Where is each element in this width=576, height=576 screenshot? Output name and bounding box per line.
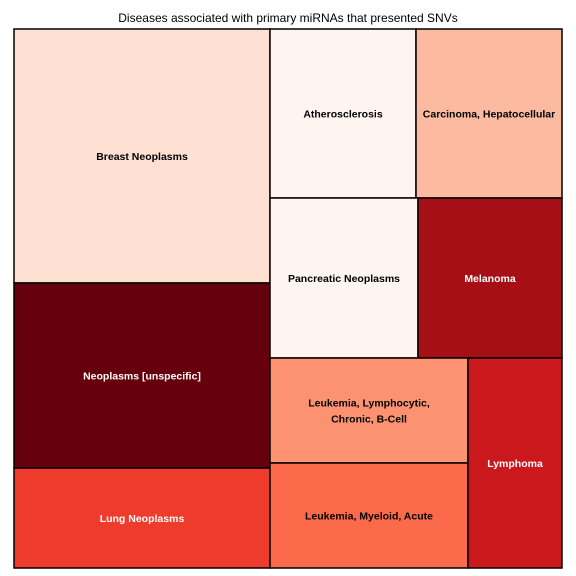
treemap-cell-leukemia-lymphocytic-chronic-b-cell: Leukemia, Lymphocytic, Chronic, B-Cell <box>270 358 468 463</box>
treemap-cell-breast-neoplasms: Breast Neoplasms <box>14 29 270 283</box>
treemap-cell-melanoma: Melanoma <box>418 198 562 358</box>
treemap-cell-carcinoma-hepatocellular: Carcinoma, Hepatocellular <box>416 29 562 198</box>
treemap-label: Leukemia, Myeloid, Acute <box>305 511 433 523</box>
treemap-label: Lymphoma <box>487 458 543 470</box>
treemap-cells: Breast Neoplasms Neoplasms [unspecific] Lu… <box>14 29 562 568</box>
treemap-label: Lung Neoplasms <box>100 513 185 525</box>
treemap-cell-lung-neoplasms: Lung Neoplasms <box>14 468 270 568</box>
treemap-label: Pancreatic Neoplasms <box>288 273 400 285</box>
treemap-cell-lymphoma: Lymphoma <box>468 358 562 568</box>
treemap-tile <box>270 358 468 463</box>
treemap-cell-neoplasms-unspecific: Neoplasms [unspecific] <box>14 283 270 468</box>
treemap-label: Carcinoma, Hepatocellular <box>423 109 555 121</box>
treemap-label: Atherosclerosis <box>303 109 383 121</box>
treemap-label: Neoplasms [unspecific] <box>83 371 201 383</box>
chart-title: Diseases associated with primary miRNAs … <box>118 11 457 25</box>
treemap-cell-atherosclerosis: Atherosclerosis <box>270 29 416 198</box>
treemap-cell-leukemia-myeloid-acute: Leukemia, Myeloid, Acute <box>270 463 468 568</box>
treemap-label: Melanoma <box>464 273 516 285</box>
treemap-label: Breast Neoplasms <box>96 151 188 163</box>
treemap-cell-pancreatic-neoplasms: Pancreatic Neoplasms <box>270 198 418 358</box>
